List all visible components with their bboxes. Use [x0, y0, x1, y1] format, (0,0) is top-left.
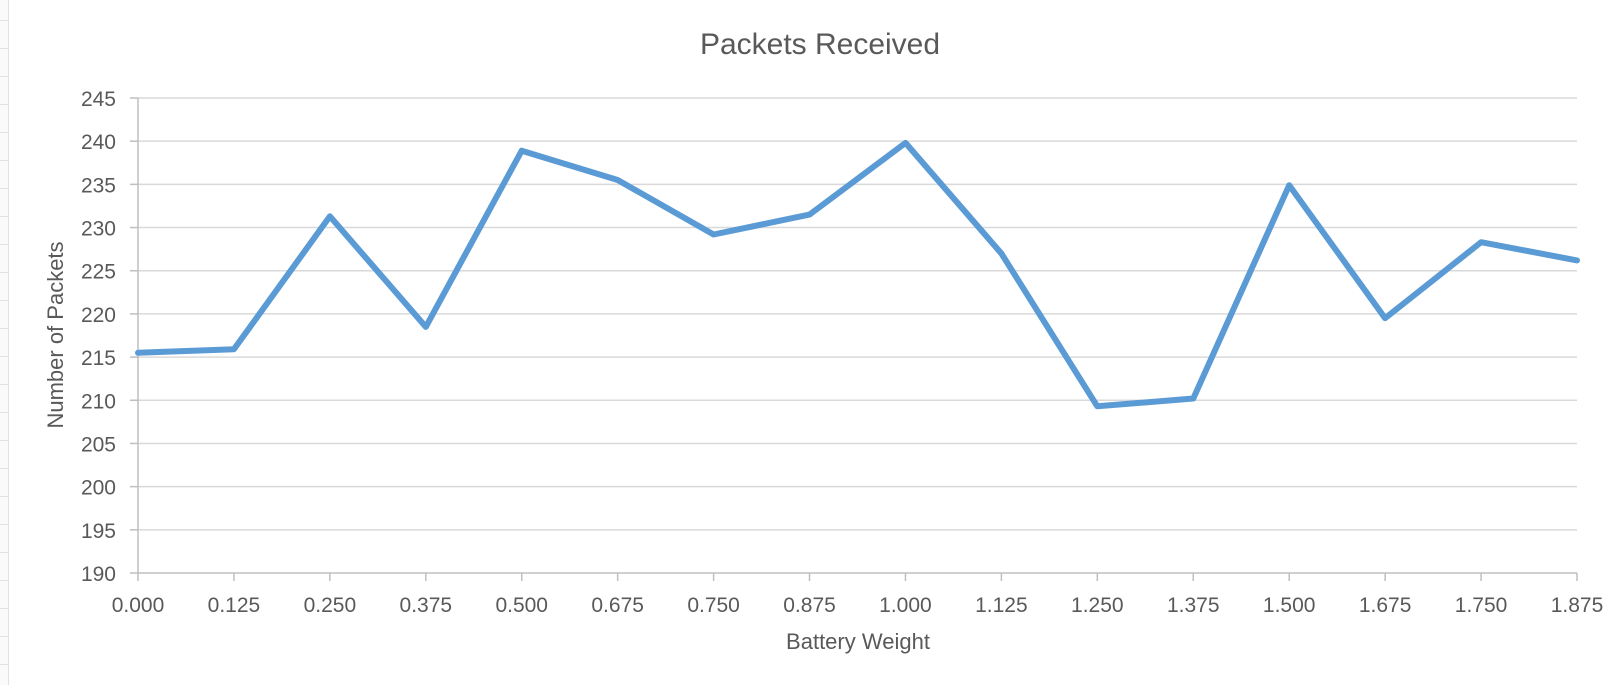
row-divider — [0, 580, 8, 581]
y-tick-labels: 190 195 200 205 210 215 220 225 230 235 240 245 — [81, 88, 116, 586]
x-tick-label: 1.875 — [1551, 594, 1604, 617]
row-divider — [0, 188, 8, 189]
x-tick-label: 1.675 — [1359, 594, 1412, 617]
x-tick-label: 1.125 — [975, 594, 1028, 617]
series-line — [135, 139, 1580, 410]
x-tick-label: 1.250 — [1071, 594, 1124, 617]
row-divider — [0, 440, 8, 441]
x-tick-label: 0.000 — [112, 594, 165, 617]
y-tick-label: 215 — [81, 347, 116, 370]
x-tick-label: 0.675 — [591, 594, 644, 617]
y-tick-label: 245 — [81, 88, 116, 111]
y-tick-label: 205 — [81, 433, 116, 456]
x-tick-label: 0.500 — [495, 594, 548, 617]
row-divider — [0, 328, 8, 329]
chart-title: Packets Received — [700, 28, 940, 61]
axes — [130, 97, 1578, 581]
x-tick-labels: 0.000 0.125 0.250 0.375 0.500 0.675 0.750 0.875… — [112, 594, 1604, 617]
row-divider — [0, 48, 8, 49]
y-tick-label: 225 — [81, 261, 116, 284]
x-tick-label: 0.375 — [400, 594, 453, 617]
x-tick-label: 0.750 — [687, 594, 740, 617]
row-divider — [0, 384, 8, 385]
row-divider — [0, 496, 8, 497]
row-divider — [0, 524, 8, 525]
series-layer — [135, 139, 1580, 410]
row-divider — [0, 300, 8, 301]
y-tick-label: 235 — [81, 174, 116, 197]
row-divider — [0, 216, 8, 217]
row-divider — [0, 636, 8, 637]
y-tick-label: 200 — [81, 477, 116, 500]
x-tick-label: 0.125 — [208, 594, 261, 617]
row-divider — [0, 20, 8, 21]
y-axis-title: Number of Packets — [43, 241, 68, 428]
row-divider — [0, 356, 8, 357]
row-divider — [0, 468, 8, 469]
row-divider — [0, 132, 8, 133]
x-tick-label: 1.375 — [1167, 594, 1220, 617]
x-tick-label: 0.250 — [304, 594, 357, 617]
spreadsheet-row-edge — [0, 0, 9, 685]
y-tick-label: 190 — [81, 563, 116, 586]
x-tick-label: 1.000 — [879, 594, 932, 617]
row-divider — [0, 664, 8, 665]
x-tick-label: 1.750 — [1455, 594, 1508, 617]
x-axis-title: Battery Weight — [786, 629, 930, 654]
y-tick-label: 230 — [81, 218, 116, 241]
row-divider — [0, 608, 8, 609]
y-tick-label: 240 — [81, 131, 116, 154]
row-divider — [0, 104, 8, 105]
row-divider — [0, 244, 8, 245]
y-tick-label: 220 — [81, 304, 116, 327]
gridlines — [138, 97, 1577, 531]
x-tick-label: 0.875 — [783, 594, 836, 617]
row-divider — [0, 272, 8, 273]
y-tick-label: 195 — [81, 520, 116, 543]
row-divider — [0, 76, 8, 77]
row-divider — [0, 412, 8, 413]
x-tick-label: 1.500 — [1263, 594, 1316, 617]
y-tick-label: 210 — [81, 390, 116, 413]
row-divider — [0, 552, 8, 553]
row-divider — [0, 160, 8, 161]
